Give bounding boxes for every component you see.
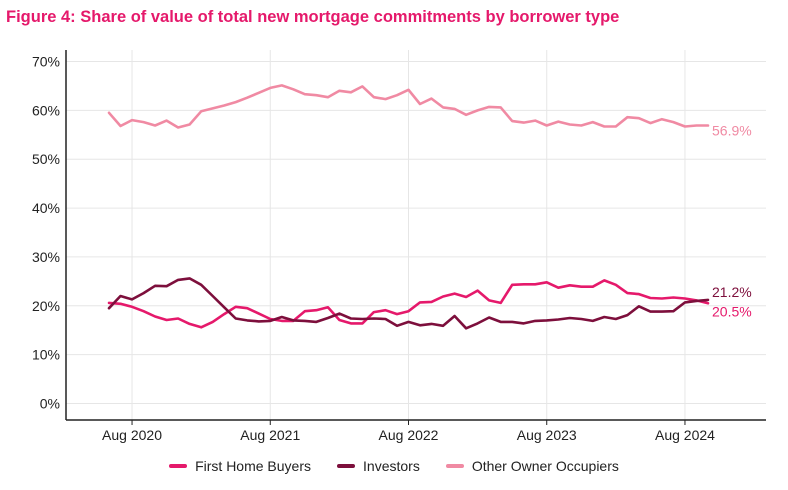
end-label-first-home-buyers: 20.5% bbox=[712, 303, 752, 319]
y-axis-tick-labels: 0% 10% 20% 30% 40% 50% 60% 70% bbox=[32, 54, 60, 412]
legend-label-investors: Investors bbox=[363, 458, 420, 474]
vertical-gridlines bbox=[131, 50, 686, 425]
y-tick-label: 40% bbox=[32, 200, 60, 216]
legend-swatch-other-owner-occupiers bbox=[445, 464, 464, 468]
legend-item-other-owner-occupiers[interactable]: Other Owner Occupiers bbox=[445, 458, 619, 474]
axes bbox=[65, 50, 766, 421]
y-tick-label: 10% bbox=[32, 347, 60, 363]
line-chart: 0% 10% 20% 30% 40% 50% 60% 70% Aug 2020 Aug 2021… bbox=[32, 50, 766, 443]
series-line-first-home-buyers bbox=[107, 279, 710, 329]
x-tick-label: Aug 2024 bbox=[655, 427, 715, 443]
y-tick-label: 20% bbox=[32, 298, 60, 314]
y-tick-label: 70% bbox=[32, 54, 60, 70]
x-tick-label: Aug 2021 bbox=[240, 427, 300, 443]
legend-label-other-owner-occupiers: Other Owner Occupiers bbox=[471, 458, 619, 474]
legend-swatch-investors bbox=[337, 464, 356, 468]
series-lines bbox=[107, 84, 710, 330]
legend-item-first-home-buyers[interactable]: First Home Buyers bbox=[169, 458, 311, 474]
legend-swatch-first-home-buyers bbox=[169, 464, 188, 468]
x-tick-label: Aug 2023 bbox=[517, 427, 577, 443]
y-tick-label: 60% bbox=[32, 102, 60, 118]
x-tick-label: Aug 2020 bbox=[102, 427, 162, 443]
legend-item-investors[interactable]: Investors bbox=[337, 458, 420, 474]
x-tick-label: Aug 2022 bbox=[379, 427, 439, 443]
chart-title: Figure 4: Share of value of total new mo… bbox=[6, 8, 620, 26]
legend: First Home Buyers Investors Other Owner … bbox=[0, 458, 788, 474]
series-line-investors bbox=[107, 277, 710, 330]
series-end-labels: 56.9% 20.5% 21.2% bbox=[712, 123, 752, 320]
y-tick-label: 50% bbox=[32, 151, 60, 167]
legend-label-first-home-buyers: First Home Buyers bbox=[195, 458, 312, 474]
end-label-investors: 21.2% bbox=[712, 284, 752, 300]
x-axis-tick-labels: Aug 2020 Aug 2021 Aug 2022 Aug 2023 Aug 2024 bbox=[102, 427, 715, 443]
y-tick-label: 0% bbox=[40, 396, 60, 412]
y-tick-label: 30% bbox=[32, 249, 60, 265]
end-label-other-owner-occupiers: 56.9% bbox=[712, 123, 752, 139]
series-line-other-owner-occupiers bbox=[107, 84, 710, 129]
horizontal-gridlines bbox=[66, 61, 766, 404]
